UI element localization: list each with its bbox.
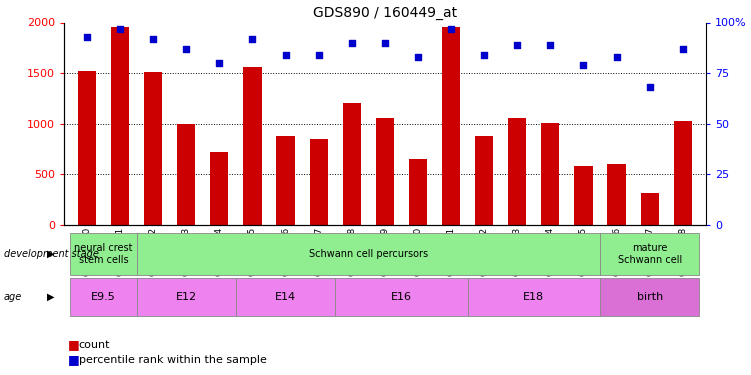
- Point: [379, 40, 391, 46]
- Point: [511, 42, 523, 48]
- Text: ■: ■: [68, 339, 80, 351]
- Bar: [309, 139, 327, 225]
- Point: [213, 60, 225, 66]
- Text: E18: E18: [523, 292, 544, 302]
- Bar: [276, 136, 294, 225]
- Point: [312, 52, 324, 58]
- Bar: [342, 104, 361, 225]
- Text: count: count: [79, 340, 110, 350]
- Bar: [177, 124, 195, 225]
- Bar: [376, 118, 394, 225]
- Bar: [210, 152, 228, 225]
- Point: [578, 62, 590, 68]
- Bar: [243, 67, 261, 225]
- Text: E12: E12: [176, 292, 197, 302]
- Point: [279, 52, 291, 58]
- Point: [445, 26, 457, 32]
- Bar: [600, 278, 699, 316]
- Text: percentile rank within the sample: percentile rank within the sample: [79, 355, 267, 365]
- Point: [644, 84, 656, 90]
- Bar: [236, 278, 335, 316]
- Bar: [144, 72, 162, 225]
- Bar: [674, 121, 692, 225]
- Point: [412, 54, 424, 60]
- Bar: [111, 27, 129, 225]
- Bar: [78, 71, 96, 225]
- Bar: [71, 278, 137, 316]
- Title: GDS890 / 160449_at: GDS890 / 160449_at: [313, 6, 457, 20]
- Text: neural crest
stem cells: neural crest stem cells: [74, 243, 133, 265]
- Bar: [71, 233, 137, 275]
- Point: [180, 46, 192, 52]
- Bar: [508, 118, 526, 225]
- Text: ▶: ▶: [47, 292, 54, 302]
- Bar: [335, 278, 468, 316]
- Text: age: age: [4, 292, 22, 302]
- Text: ■: ■: [68, 354, 80, 366]
- Bar: [409, 159, 427, 225]
- Bar: [608, 164, 626, 225]
- Bar: [442, 27, 460, 225]
- Bar: [137, 233, 600, 275]
- Bar: [575, 166, 593, 225]
- Bar: [475, 136, 493, 225]
- Bar: [137, 278, 236, 316]
- Text: E14: E14: [275, 292, 296, 302]
- Point: [611, 54, 623, 60]
- Bar: [641, 193, 659, 225]
- Point: [345, 40, 357, 46]
- Text: ▶: ▶: [47, 249, 54, 259]
- Text: E9.5: E9.5: [91, 292, 116, 302]
- Text: Schwann cell percursors: Schwann cell percursors: [309, 249, 428, 259]
- Text: development stage: development stage: [4, 249, 98, 259]
- Text: mature
Schwann cell: mature Schwann cell: [617, 243, 682, 265]
- Bar: [600, 233, 699, 275]
- Point: [544, 42, 556, 48]
- Point: [478, 52, 490, 58]
- Bar: [468, 278, 600, 316]
- Point: [114, 26, 126, 32]
- Point: [147, 36, 159, 42]
- Bar: [541, 123, 559, 225]
- Point: [81, 34, 93, 40]
- Point: [246, 36, 258, 42]
- Text: E16: E16: [391, 292, 412, 302]
- Text: birth: birth: [637, 292, 663, 302]
- Point: [677, 46, 689, 52]
